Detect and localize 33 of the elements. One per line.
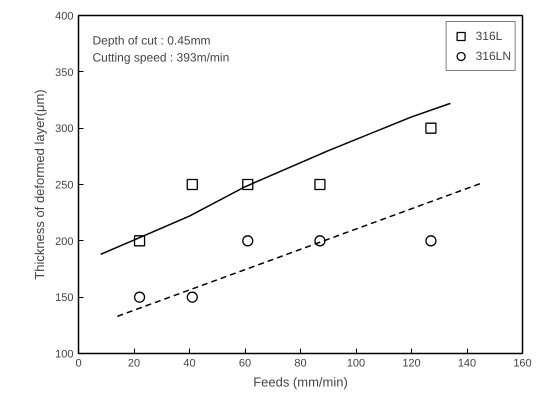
line-series [100,102,452,256]
y-tick-label: 250 [55,180,74,192]
x-tick-label: 80 [294,358,307,370]
point [134,292,146,303]
x-tick-label: 140 [458,358,476,370]
y-tick-label: 150 [55,292,74,304]
x-tick-label: 120 [402,358,421,370]
y-axis-title: Thickness of deformed layer(μm) [32,89,48,280]
y-tick-label: 400 [55,10,74,22]
x-tick-label: 40 [183,358,196,370]
annotation: Depth of cut : 0.45mm [92,34,211,48]
legend-label: 316L [476,29,502,43]
point [314,235,326,246]
y-tick-label: 200 [55,236,74,248]
point [134,235,146,246]
legend-label: 316LN [476,49,511,63]
annotation: Cutting speed : 393m/min [92,50,230,64]
x-tick-label: 20 [128,358,140,370]
point [242,178,254,190]
x-tick-label: 160 [513,358,532,370]
point [425,235,437,246]
y-tick-label: 350 [55,66,74,79]
point [314,178,326,190]
x-tick-label: 0 [75,358,82,370]
y-tick-label: 300 [55,123,74,136]
x-tick-label: 60 [238,358,252,370]
x-axis-title: Feeds (mm/min) [253,374,348,390]
point [242,235,254,246]
x-tick-label: 100 [346,358,366,370]
y-tick-label: 100 [55,348,74,360]
point [425,122,437,134]
point [186,292,198,303]
point [186,178,198,190]
